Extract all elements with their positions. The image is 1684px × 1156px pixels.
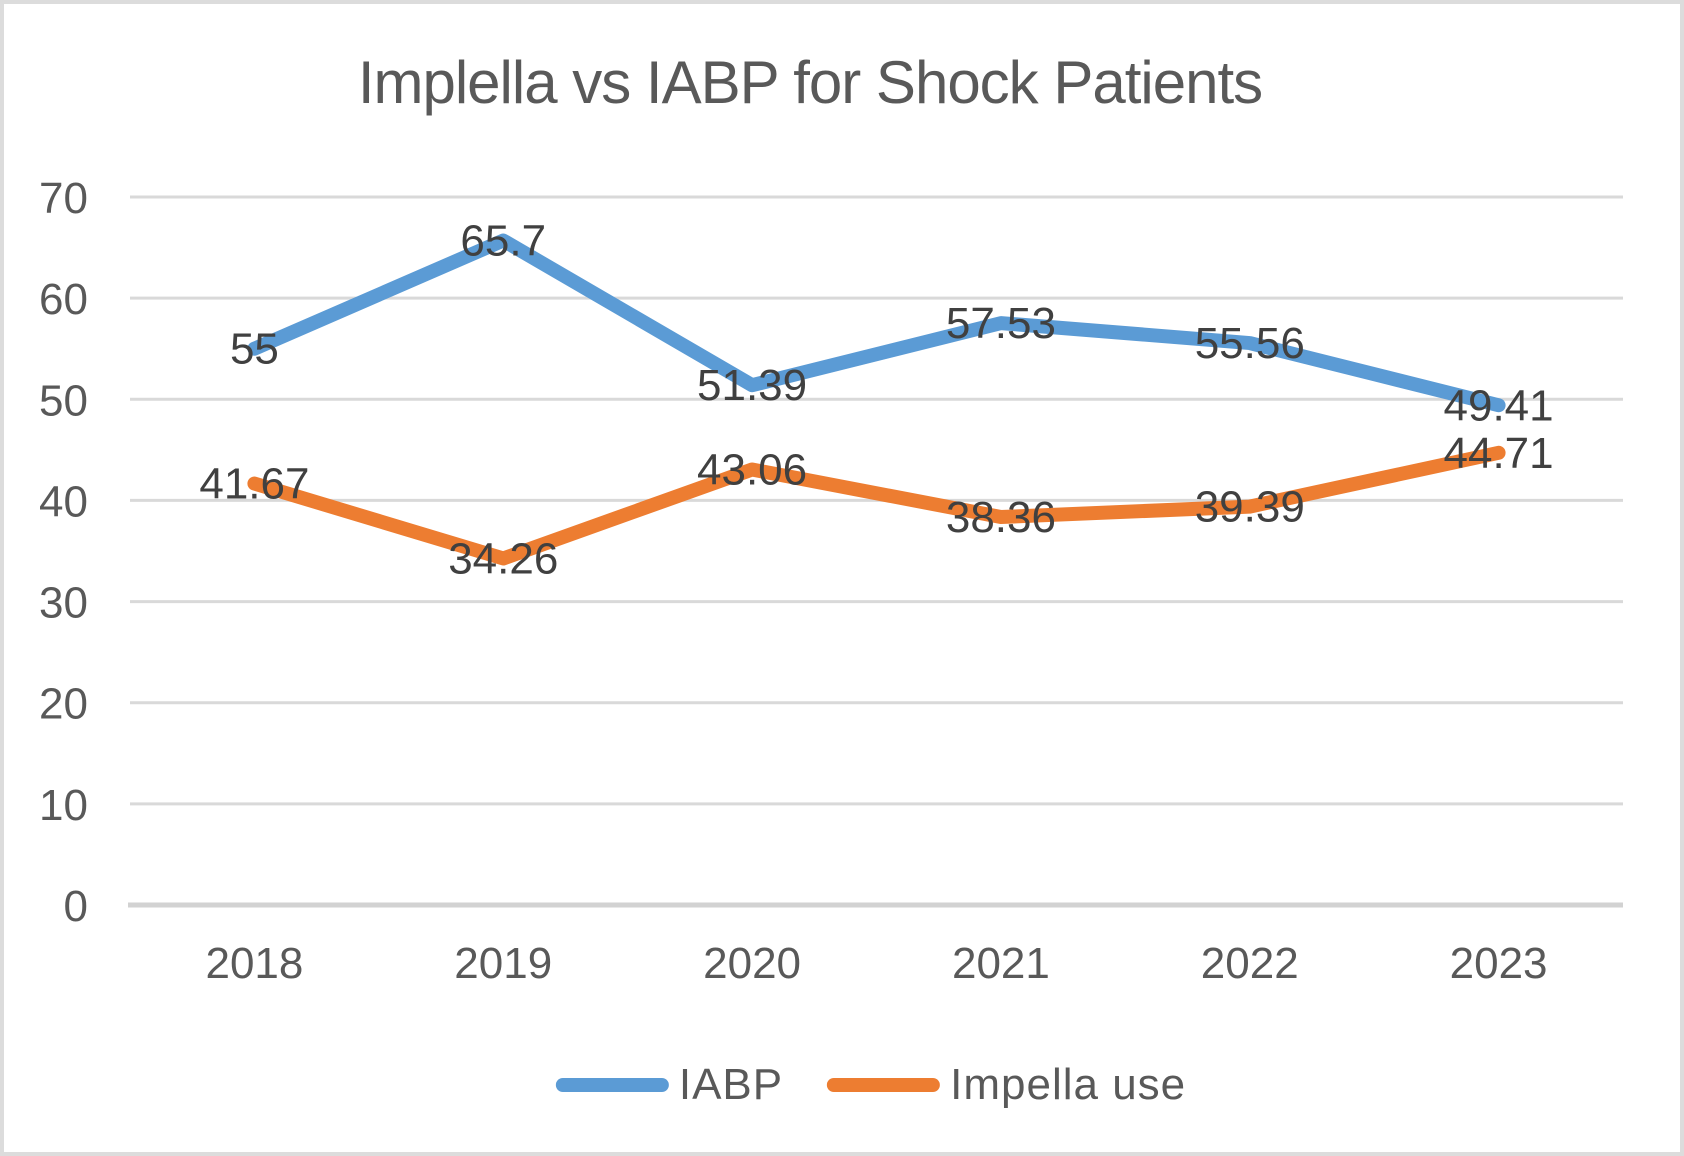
series-line-impella-use[interactable] xyxy=(247,445,1506,566)
y-tick-label: 60 xyxy=(39,275,88,324)
x-tick-label: 2021 xyxy=(952,939,1050,988)
x-tick-label: 2022 xyxy=(1201,939,1299,988)
data-label: 55.56 xyxy=(1195,319,1305,368)
chart-title: Implella vs IABP for Shock Patients xyxy=(357,49,1263,116)
legend-item-impella-use[interactable]: Impella use xyxy=(827,1060,1186,1110)
y-tick-label: 10 xyxy=(39,781,88,830)
data-label: 34.26 xyxy=(448,534,558,583)
data-label: 44.71 xyxy=(1444,429,1554,478)
iabp-line-swatch xyxy=(555,1078,669,1092)
x-tick-label: 2023 xyxy=(1450,939,1548,988)
x-tick-label: 2019 xyxy=(454,939,552,988)
y-tick-label: 0 xyxy=(64,882,88,931)
legend-label-iabp: IABP xyxy=(678,1060,784,1109)
data-label: 65.7 xyxy=(460,216,546,265)
x-tick-label: 2020 xyxy=(703,939,801,988)
data-label: 57.53 xyxy=(946,299,1056,348)
impella-use-line-swatch xyxy=(827,1078,941,1092)
legend-label-impella-use: Impella use xyxy=(950,1060,1187,1109)
y-tick-label: 20 xyxy=(39,680,88,729)
data-label: 43.06 xyxy=(697,445,807,494)
data-label: 39.39 xyxy=(1195,483,1305,532)
legend-item-iabp[interactable]: IABP xyxy=(555,1060,784,1110)
x-tick-label: 2018 xyxy=(205,939,303,988)
y-tick-label: 50 xyxy=(39,376,88,425)
data-label: 55 xyxy=(230,325,279,374)
chart-legend: IABP Impella use xyxy=(555,1060,1186,1110)
series-line-iabp[interactable] xyxy=(247,233,1506,413)
data-label: 41.67 xyxy=(199,460,309,509)
y-tick-label: 70 xyxy=(39,174,88,223)
data-label: 38.36 xyxy=(946,493,1056,542)
y-tick-label: 30 xyxy=(39,579,88,628)
y-tick-label: 40 xyxy=(39,477,88,526)
data-label: 49.41 xyxy=(1444,381,1554,430)
data-label: 51.39 xyxy=(697,361,807,410)
